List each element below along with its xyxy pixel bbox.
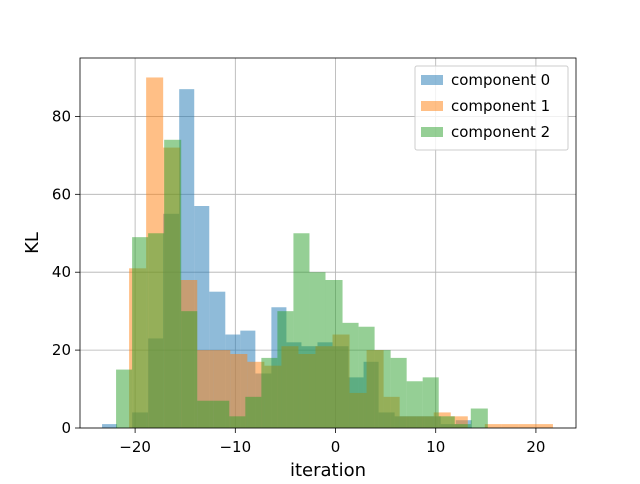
- x-tick-label: 20: [526, 438, 545, 456]
- bar: [406, 381, 423, 428]
- bar: [148, 233, 165, 428]
- y-tick-label: 20: [52, 341, 71, 359]
- bar: [438, 416, 455, 428]
- bar: [309, 272, 326, 428]
- bars: [102, 77, 553, 428]
- bar: [342, 322, 359, 428]
- bar: [197, 400, 214, 428]
- y-tick-label: 40: [52, 263, 71, 281]
- y-tick-label: 80: [52, 107, 71, 125]
- bar: [422, 377, 439, 428]
- x-tick-label: −10: [219, 438, 251, 456]
- bar: [213, 400, 230, 428]
- bar: [261, 357, 278, 428]
- legend-label: component 2: [451, 123, 550, 141]
- legend-label: component 1: [451, 97, 550, 115]
- legend-swatch: [421, 127, 443, 137]
- bar: [518, 424, 536, 428]
- legend-swatch: [421, 101, 443, 111]
- x-tick-label: 10: [426, 438, 445, 456]
- bar: [230, 354, 248, 428]
- series-2: [116, 139, 488, 428]
- bar: [470, 408, 488, 428]
- y-tick-label: 0: [61, 419, 71, 437]
- bar: [164, 139, 182, 428]
- bar: [454, 424, 471, 428]
- bar: [229, 416, 246, 428]
- y-axis-label: KL: [22, 232, 43, 254]
- legend-box: [414, 65, 569, 151]
- legend: component 0 component 1 component 2: [414, 65, 569, 151]
- bar: [181, 311, 198, 428]
- y-tick-label: 60: [52, 185, 71, 203]
- bar: [358, 326, 375, 428]
- bar: [293, 233, 310, 428]
- bar: [484, 424, 502, 428]
- bar: [132, 237, 149, 428]
- x-axis-label: iteration: [290, 460, 366, 480]
- bar: [245, 396, 262, 428]
- x-tick-label: −20: [119, 438, 151, 456]
- bar: [325, 280, 343, 428]
- bar: [102, 424, 118, 428]
- legend-swatch: [421, 75, 443, 85]
- x-axis: −20 −10 0 10 20: [119, 428, 545, 456]
- bar: [374, 350, 391, 428]
- bar: [277, 311, 294, 428]
- bar: [390, 357, 407, 428]
- x-tick-label: 0: [331, 438, 341, 456]
- bar: [116, 369, 133, 428]
- plot-frame: [79, 57, 577, 429]
- bar: [535, 424, 553, 428]
- bar: [450, 416, 468, 428]
- legend-label: component 0: [451, 71, 550, 89]
- y-axis: 0 20 40 60 80: [52, 107, 80, 437]
- bar: [501, 424, 519, 428]
